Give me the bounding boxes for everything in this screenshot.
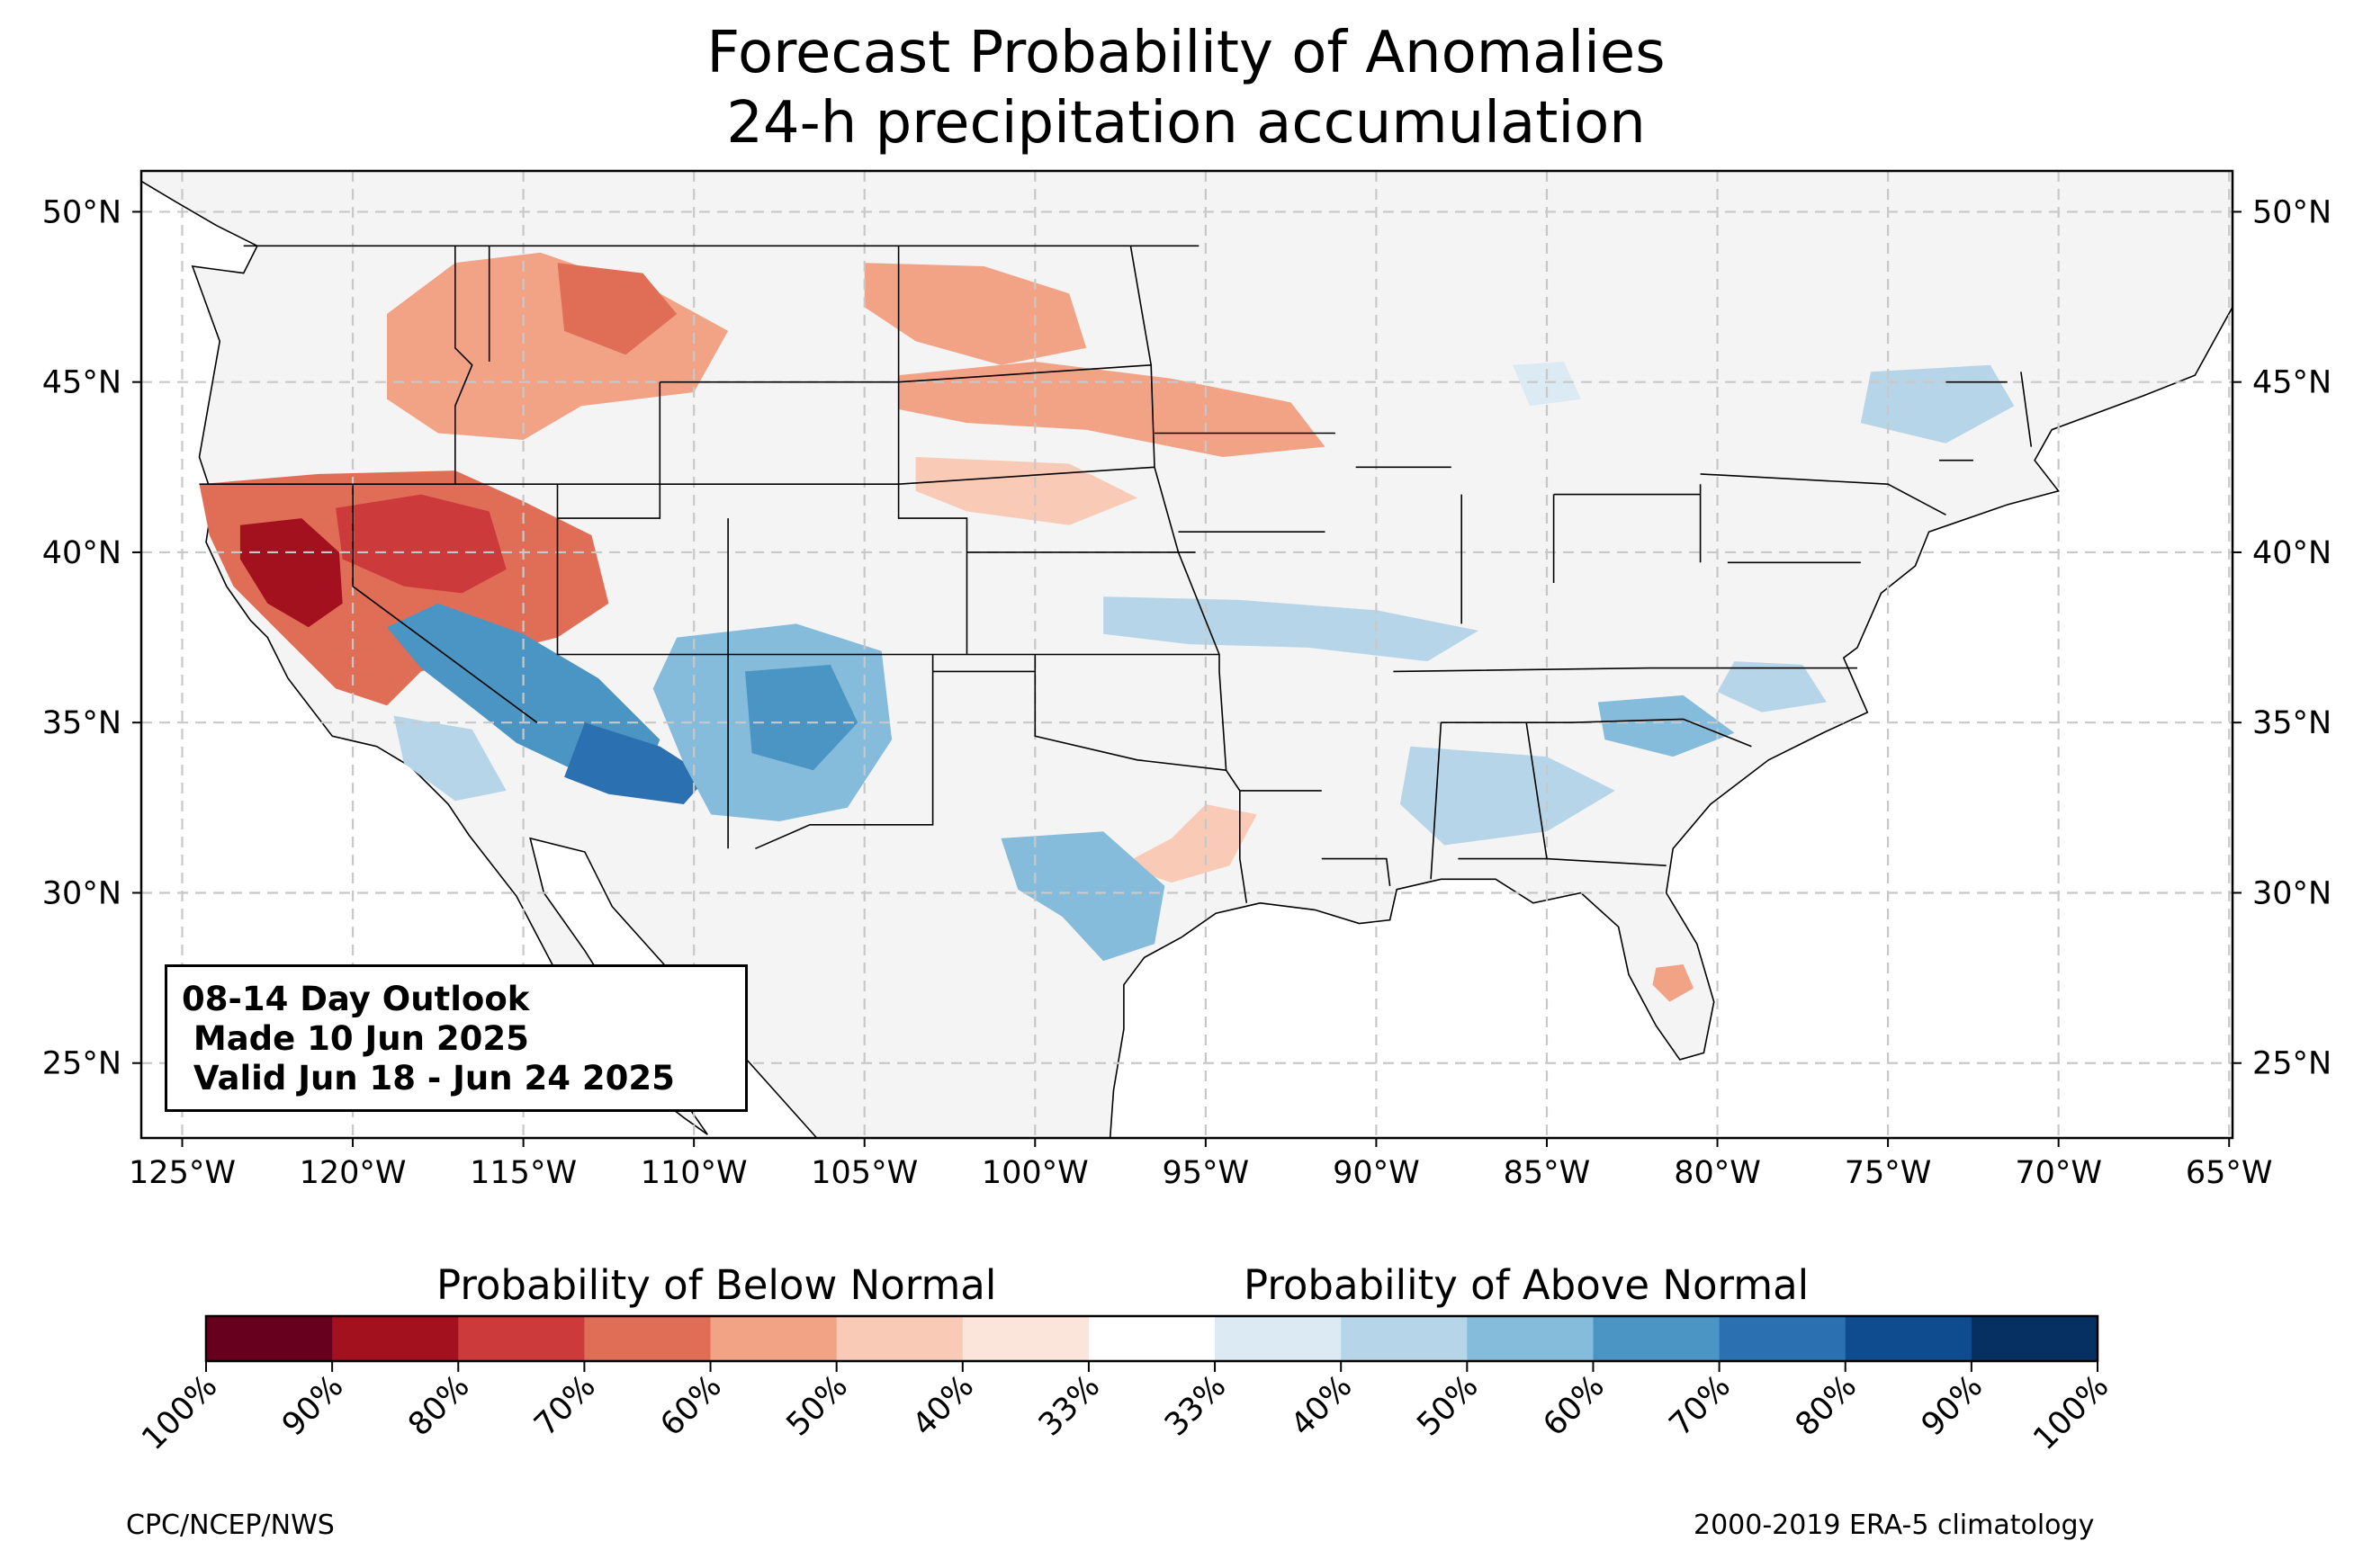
- anomaly-region-above-18: [1597, 694, 1735, 757]
- anomaly-region-below-8: [1120, 804, 1257, 883]
- colorbar-tick-label: 60%: [654, 1368, 729, 1443]
- lat-tick-label-left: 25°N: [42, 1046, 121, 1082]
- colorbar-tick-label: 33%: [1158, 1368, 1233, 1443]
- outlook-made-date: Made 10 Jun 2025: [182, 1019, 529, 1058]
- lat-tick-label-left: 40°N: [42, 535, 121, 571]
- lat-tick-label-right: 40°N: [2252, 535, 2332, 571]
- colorbar-tick-label: 50%: [1410, 1368, 1485, 1443]
- lon-tick-label: 120°W: [300, 1155, 407, 1191]
- lat-tick-label-right: 30°N: [2252, 875, 2332, 911]
- lon-tick-label: 95°W: [1163, 1155, 1250, 1191]
- anomaly-region-below-2: [336, 494, 507, 594]
- colorbar-tick-label: 70%: [1663, 1368, 1738, 1443]
- colorbar-label-above: Probability of Above Normal: [1244, 1261, 1810, 1309]
- lon-tick-label: 70°W: [2015, 1155, 2102, 1191]
- credit-agency: CPC/NCEP/NWS: [126, 1510, 335, 1541]
- colorbar-swatch: [1215, 1316, 1342, 1361]
- outlook-valid-range: Valid Jun 18 - Jun 24 2025: [182, 1059, 675, 1098]
- anomaly-region-above-13: [745, 664, 858, 771]
- colorbar-swatch: [962, 1316, 1090, 1361]
- colorbar-tick-label: 90%: [1915, 1368, 1990, 1443]
- anomaly-region-below-4: [557, 263, 678, 355]
- colorbar-swatch: [1971, 1316, 2098, 1361]
- colorbar-swatch: [332, 1316, 459, 1361]
- credit-climatology: 2000-2019 ERA-5 climatology: [1694, 1510, 2095, 1541]
- lat-tick-label-left: 30°N: [42, 875, 121, 911]
- colorbar-frame: [204, 1314, 2099, 1363]
- lat-tick-label-left: 50°N: [42, 194, 121, 230]
- colorbar-tick-label: 70%: [527, 1368, 602, 1443]
- colorbar-swatch: [1719, 1316, 1846, 1361]
- lon-tick-label: 85°W: [1504, 1155, 1591, 1191]
- lat-tick-label-right: 35°N: [2252, 705, 2332, 741]
- colorbar-tick-label: 33%: [1032, 1368, 1107, 1443]
- page-title: Forecast Probability of Anomalies 24-h p…: [0, 18, 2372, 158]
- colorbar-swatch: [710, 1316, 838, 1361]
- lon-tick-label: 115°W: [470, 1155, 577, 1191]
- colorbar-swatch: [584, 1316, 712, 1361]
- anomaly-region-below-9: [1652, 964, 1694, 1002]
- colorbar-tick-label: 40%: [1284, 1368, 1359, 1443]
- state-borders: [199, 245, 2033, 903]
- lon-tick-label: 100°W: [982, 1155, 1089, 1191]
- lat-axis-left: 50°N 45°N 40°N 35°N 30°N 25°N: [42, 194, 141, 1082]
- lat-tick-label-left: 35°N: [42, 705, 121, 741]
- anomaly-region-above-19: [1717, 661, 1827, 712]
- lon-tick-label: 80°W: [1674, 1155, 1761, 1191]
- lon-tick-label: 75°W: [1845, 1155, 1932, 1191]
- anomaly-region-above-11: [564, 722, 708, 804]
- colorbar-tick-label: 100%: [2026, 1368, 2116, 1457]
- colorbar-swatch: [1341, 1316, 1468, 1361]
- colorbar-swatch: [836, 1316, 964, 1361]
- outlook-info-box: 08-14 Day Outlook Made 10 Jun 2025 Valid…: [165, 964, 748, 1112]
- colorbar-tick-label: 80%: [1789, 1368, 1864, 1443]
- colorbar-tick-label: 60%: [1537, 1368, 1612, 1443]
- colorbar-tick-label: 90%: [275, 1368, 350, 1443]
- anomaly-region-above-14: [393, 715, 507, 802]
- lat-tick-label-right: 25°N: [2252, 1046, 2332, 1082]
- colorbar-swatch: [1467, 1316, 1594, 1361]
- anomaly-region-below-5: [864, 263, 1087, 365]
- lon-axis: 125°W 120°W 115°W 110°W 105°W 100°W 95°W 90°W 85…: [129, 1138, 2273, 1191]
- anomaly-region-below-1: [239, 518, 343, 628]
- colorbar-tick-label: 100%: [135, 1368, 224, 1457]
- lon-tick-label: 65°W: [2186, 1155, 2273, 1191]
- anomaly-region-above-15: [1001, 831, 1165, 962]
- anomaly-region-above-20: [1860, 364, 2015, 444]
- colorbar: 100% 90% 80% 70% 60% 50% 40% 33% 33% 40% 50% 60% 70%…: [135, 1314, 2116, 1457]
- colorbar-swatch: [1088, 1316, 1216, 1361]
- map-frame: [139, 169, 2234, 1140]
- outlook-title: 08-14 Day Outlook: [182, 980, 530, 1018]
- colorbar-swatch: [1845, 1316, 1972, 1361]
- lon-tick-label: 110°W: [641, 1155, 748, 1191]
- anomaly-region-above-16: [1103, 596, 1479, 662]
- title-line-2: 24-h precipitation accumulation: [726, 90, 1646, 157]
- lat-axis-right: 50°N 45°N 40°N 35°N 30°N 25°N: [2233, 194, 2332, 1082]
- colorbar-tick-label: 40%: [906, 1368, 981, 1443]
- colorbar-tick-label: 50%: [780, 1368, 855, 1443]
- colorbar-swatch: [458, 1316, 585, 1361]
- colorbar-tick-label: 80%: [401, 1368, 476, 1443]
- colorbar-swatch: [1593, 1316, 1721, 1361]
- lat-tick-label-right: 50°N: [2252, 194, 2332, 230]
- anomaly-layer: [199, 252, 2015, 1002]
- anomaly-region-above-17: [1399, 746, 1615, 846]
- lon-tick-label: 90°W: [1333, 1155, 1420, 1191]
- colorbar-swatch: [206, 1316, 333, 1361]
- colorbar-label-below: Probability of Below Normal: [436, 1261, 997, 1309]
- lat-tick-label-left: 45°N: [42, 365, 121, 401]
- lon-tick-label: 125°W: [129, 1155, 236, 1191]
- title-line-1: Forecast Probability of Anomalies: [706, 20, 1666, 86]
- lon-tick-label: 105°W: [811, 1155, 918, 1191]
- lat-tick-label-right: 45°N: [2252, 365, 2332, 401]
- anomaly-region-below-7: [915, 457, 1137, 525]
- anomaly-region-above-21: [1513, 362, 1581, 407]
